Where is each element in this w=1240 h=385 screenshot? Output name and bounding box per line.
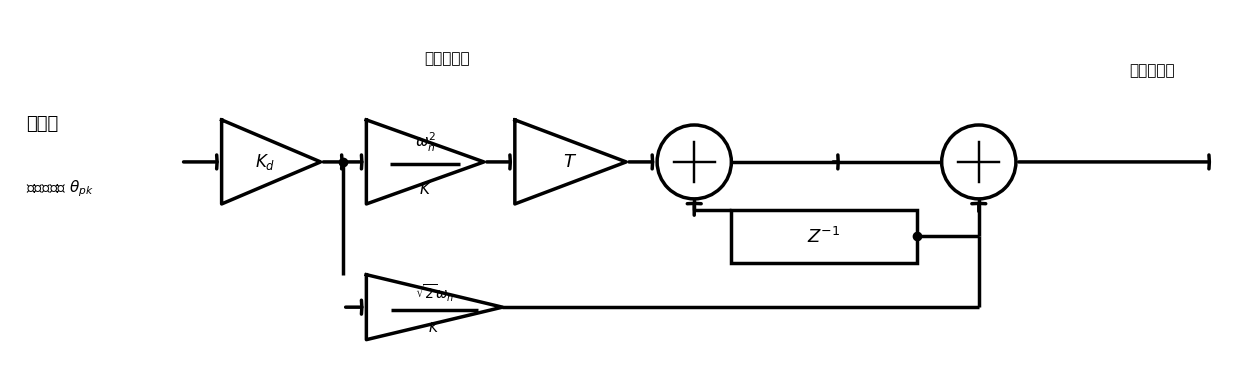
Text: $\sqrt{2}\omega_n$: $\sqrt{2}\omega_n$ — [415, 283, 454, 305]
Text: $Z^{-1}$: $Z^{-1}$ — [807, 226, 841, 246]
Text: $K_d$: $K_d$ — [254, 152, 275, 172]
Text: $\omega_n^2$: $\omega_n^2$ — [414, 131, 435, 154]
Text: 角误差: 角误差 — [26, 115, 58, 133]
Text: $K$: $K$ — [419, 181, 432, 197]
Text: $T$: $T$ — [563, 153, 578, 171]
Text: 滤波器输出: 滤波器输出 — [1130, 63, 1174, 78]
Text: 滤波器输入: 滤波器输入 — [424, 51, 470, 66]
Bar — [732, 210, 916, 263]
Text: $K$: $K$ — [428, 321, 440, 335]
Text: 鉴相器输出 $\theta_{pk}$: 鉴相器输出 $\theta_{pk}$ — [26, 178, 94, 199]
